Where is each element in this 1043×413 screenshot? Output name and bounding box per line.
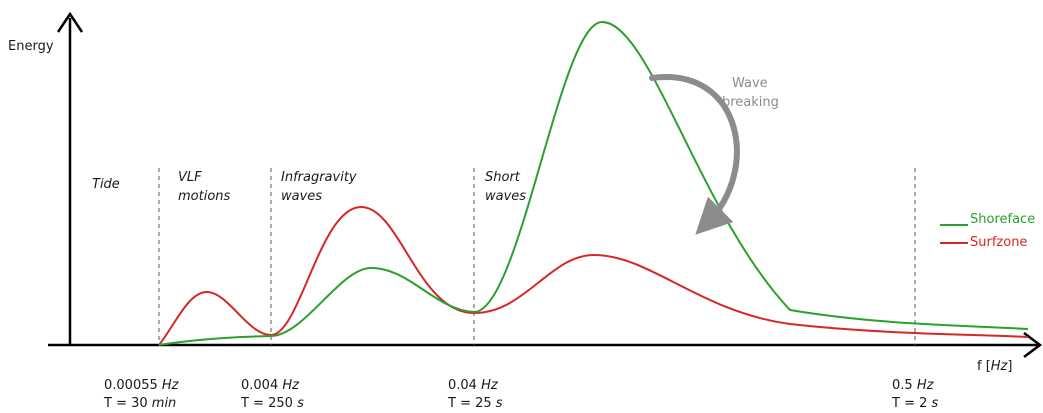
band-label-short-line2: waves xyxy=(485,189,526,204)
band-label-infragravity-line2: waves xyxy=(281,189,322,204)
legend-label-surfzone: Surfzone xyxy=(970,235,1027,250)
surfzone-curve xyxy=(158,205,1029,346)
tick-freq-4: 0.5 Hz xyxy=(892,378,935,393)
band-label-short-line1: Short xyxy=(485,170,521,185)
legend-label-shoreface: Shoreface xyxy=(970,212,1035,227)
annotation-wave-line1: Wave xyxy=(732,76,768,91)
band-label-vlf-line2: motions xyxy=(178,189,231,204)
tick-freq-3: 0.04 Hz xyxy=(448,378,499,393)
x-axis-arrowhead xyxy=(1023,332,1043,358)
wave-breaking-arrow xyxy=(649,74,740,235)
band-label-tide: Tide xyxy=(92,177,120,192)
tick-period-2: T = 250 s xyxy=(240,396,304,411)
band-label-vlf-line1: VLF xyxy=(178,170,202,185)
tick-period-4: T = 2 s xyxy=(891,396,939,411)
tick-freq-2: 0.004 Hz xyxy=(241,378,300,393)
y-axis-label: Energy xyxy=(8,39,54,54)
band-label-infragravity-line1: Infragravity xyxy=(281,170,357,185)
y-axis-arrowhead xyxy=(56,11,84,33)
shoreface-curve xyxy=(158,20,1029,346)
tick-freq-1: 0.00055 Hz xyxy=(104,378,180,393)
x-axis-label: f [Hz] xyxy=(977,359,1012,374)
annotation-wave-line2: breaking xyxy=(722,95,779,110)
tick-period-1: T = 30 min xyxy=(103,396,176,411)
tick-period-3: T = 25 s xyxy=(447,396,503,411)
